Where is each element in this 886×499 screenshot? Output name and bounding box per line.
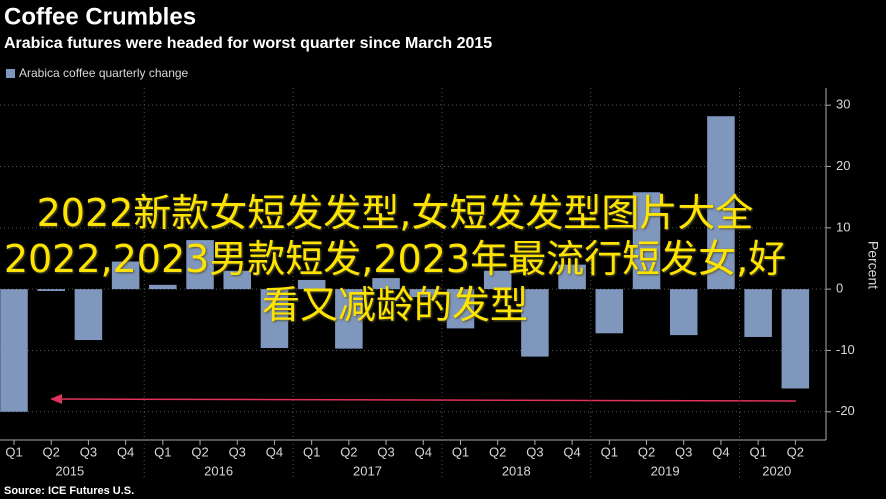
y-axis-label: Percent bbox=[865, 241, 881, 289]
x-tick-label: Q2 bbox=[191, 444, 208, 459]
bar bbox=[669, 289, 698, 336]
bar bbox=[149, 284, 177, 290]
bar bbox=[744, 289, 772, 337]
x-tick-label: Q2 bbox=[43, 444, 60, 459]
x-tick-label: Q1 bbox=[303, 444, 320, 459]
bar bbox=[0, 289, 28, 412]
x-tick-label: Q2 bbox=[787, 444, 804, 459]
bar bbox=[223, 270, 252, 290]
x-tick-label: Q3 bbox=[675, 444, 692, 459]
x-tick-label: Q1 bbox=[749, 444, 766, 459]
x-tick-label: Q4 bbox=[266, 444, 283, 459]
bar bbox=[111, 261, 140, 290]
x-year-label: 2018 bbox=[502, 463, 531, 478]
bar bbox=[483, 270, 512, 290]
x-tick-label: Q3 bbox=[526, 444, 543, 459]
x-tick-label: Q1 bbox=[154, 444, 171, 459]
y-tick-label: 0 bbox=[836, 281, 843, 296]
x-year-label: 2019 bbox=[651, 463, 680, 478]
y-tick-label: -10 bbox=[836, 342, 855, 357]
source: Source: ICE Futures U.S. bbox=[4, 485, 134, 497]
bar bbox=[707, 116, 735, 290]
x-tick-label: Q4 bbox=[563, 444, 580, 459]
y-tick-label: 20 bbox=[836, 158, 850, 173]
bar bbox=[260, 289, 289, 349]
x-tick-label: Q4 bbox=[117, 444, 134, 459]
x-tick-label: Q1 bbox=[452, 444, 469, 459]
chart-title: Coffee Crumbles bbox=[4, 3, 196, 30]
x-tick-label: Q1 bbox=[5, 444, 22, 459]
x-tick-label: Q4 bbox=[415, 444, 432, 459]
bar bbox=[781, 289, 810, 389]
bar bbox=[446, 289, 475, 329]
bar bbox=[595, 289, 624, 334]
x-year-label: 2020 bbox=[762, 463, 791, 478]
legend-label: Arabica coffee quarterly change bbox=[19, 66, 189, 80]
legend-swatch bbox=[6, 69, 15, 78]
overlay-text: 2022新款女短发发型,女短发发型图片大全2022,2023男款短发,2023年… bbox=[3, 191, 787, 327]
annotation-arrowhead bbox=[50, 394, 62, 404]
x-tick-label: Q4 bbox=[712, 444, 729, 459]
annotation-arrow bbox=[53, 398, 797, 402]
bar bbox=[335, 289, 363, 349]
x-tick-label: Q2 bbox=[489, 444, 506, 459]
bar bbox=[297, 279, 326, 290]
y-tick-label: -20 bbox=[836, 403, 855, 418]
x-year-label: 2015 bbox=[55, 463, 84, 478]
x-tick-label: Q1 bbox=[601, 444, 618, 459]
y-tick-label: 10 bbox=[836, 219, 850, 234]
x-year-label: 2017 bbox=[353, 463, 382, 478]
bar bbox=[186, 240, 214, 290]
x-tick-label: Q3 bbox=[80, 444, 97, 459]
x-tick-label: Q2 bbox=[340, 444, 357, 459]
bar bbox=[74, 289, 103, 341]
bar bbox=[632, 192, 661, 290]
bar bbox=[521, 289, 549, 357]
x-tick-label: Q3 bbox=[229, 444, 246, 459]
y-tick-label: 30 bbox=[836, 97, 850, 112]
x-year-label: 2016 bbox=[204, 463, 233, 478]
bar bbox=[558, 264, 586, 290]
x-tick-label: Q2 bbox=[638, 444, 655, 459]
bar bbox=[37, 289, 65, 291]
bar bbox=[372, 278, 400, 290]
x-tick-label: Q3 bbox=[377, 444, 394, 459]
bar bbox=[409, 289, 438, 298]
chart-subtitle: Arabica futures were headed for worst qu… bbox=[4, 35, 492, 52]
